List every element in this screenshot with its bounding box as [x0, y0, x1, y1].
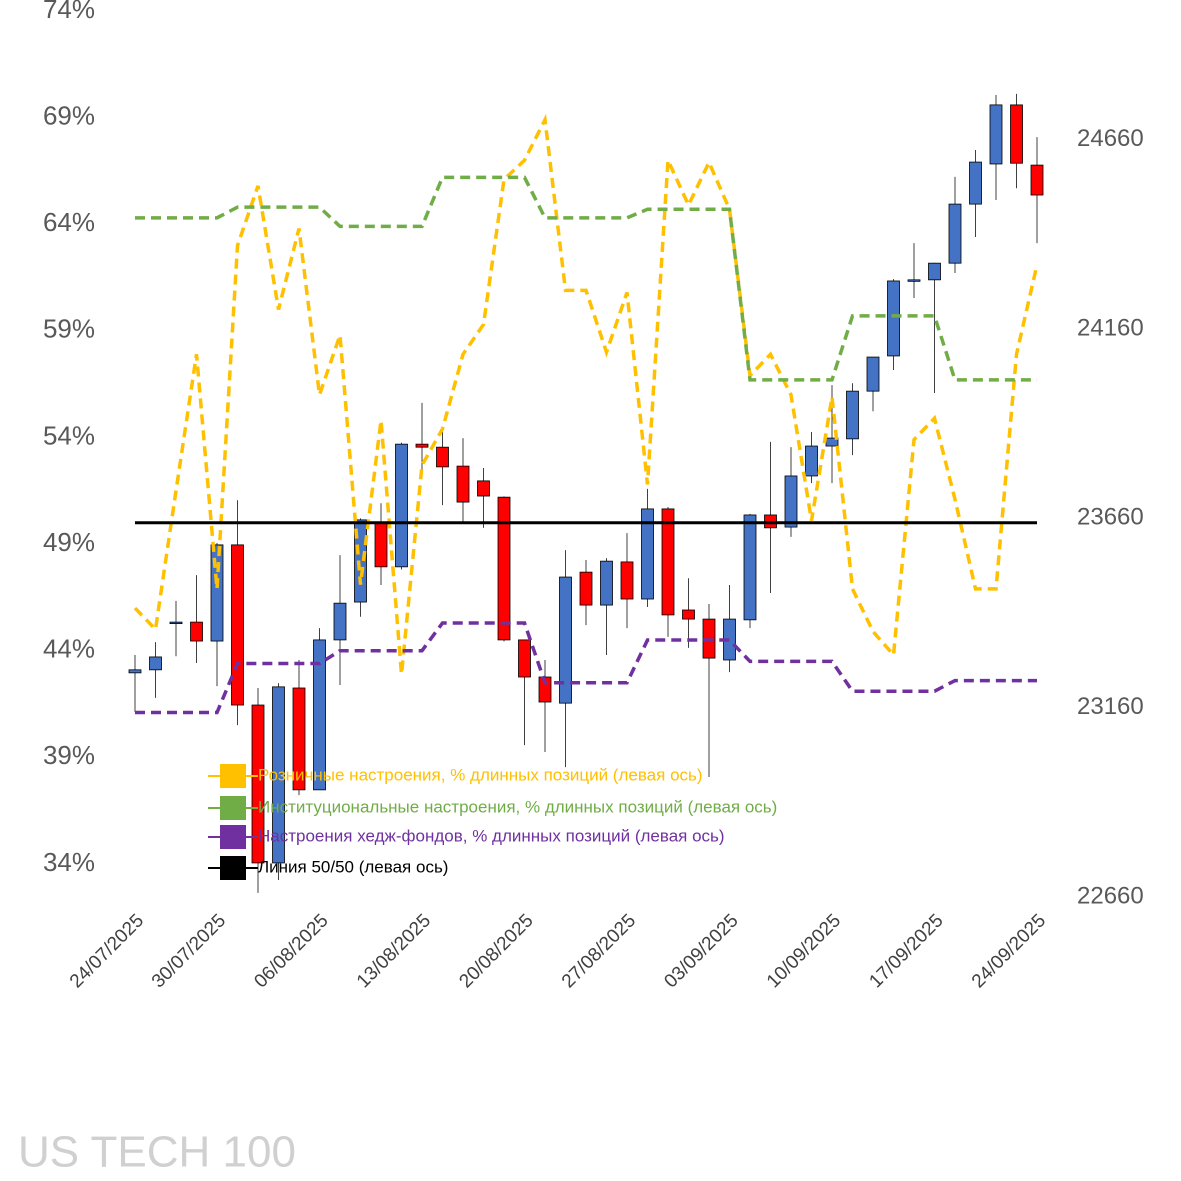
legend-swatch [220, 764, 246, 788]
candle-body [354, 519, 367, 603]
y-tick-label: 44% [43, 634, 95, 664]
candle-body [415, 443, 429, 448]
x-tick-label: 24/07/2025 [66, 910, 148, 992]
legend-label: Институциональные настроения, % длинных … [258, 797, 777, 816]
y2-tick-label: 23660 [1077, 504, 1144, 531]
candle-body [579, 571, 593, 606]
candle-body [559, 576, 572, 704]
candle-body [251, 704, 265, 864]
x-tick-label: 30/07/2025 [148, 910, 230, 992]
y2-tick-label: 23160 [1077, 693, 1144, 720]
candle-body [743, 514, 757, 621]
candle-body [190, 621, 203, 642]
candle-body [969, 161, 982, 205]
candle-body [231, 544, 244, 706]
x-tick-label: 17/09/2025 [865, 910, 947, 992]
candle-body [866, 356, 880, 392]
candle-body [477, 480, 490, 497]
y-tick-label: 74% [43, 0, 95, 24]
candle-body [333, 602, 347, 641]
legend-label: Розничные настроения, % длинных позиций … [258, 765, 703, 784]
series-line [133, 113, 1039, 675]
legend-swatch [220, 796, 246, 820]
legend-swatch [220, 825, 246, 849]
x-tick-label: 20/08/2025 [455, 910, 537, 992]
y2-tick-label: 22660 [1077, 882, 1144, 909]
candle-body [128, 669, 142, 674]
y-tick-label: 49% [43, 527, 95, 557]
candle-body [620, 561, 634, 600]
candle-body [169, 621, 183, 625]
x-tick-label: 03/09/2025 [660, 910, 742, 992]
candle-body [272, 686, 285, 864]
candle-body [682, 609, 695, 620]
candle-body [497, 496, 511, 641]
candle-body [210, 544, 224, 642]
candle-body [907, 279, 921, 282]
y-tick-label: 59% [43, 314, 95, 344]
chart-title: US TECH 100 [18, 1128, 296, 1177]
y-tick-label: 64% [43, 207, 95, 237]
series-line [135, 621, 1037, 715]
candle-body [292, 687, 306, 791]
candle-body [846, 390, 859, 440]
candle-body [1010, 104, 1023, 164]
candle-body [641, 508, 654, 600]
candle-body [456, 465, 470, 503]
candle-body [395, 443, 408, 568]
y-tick-label: 39% [43, 740, 95, 770]
candle-body [805, 445, 818, 477]
candle-body [313, 639, 326, 791]
candle-body [374, 522, 388, 568]
candle-body [1030, 164, 1044, 196]
candle-body [600, 560, 613, 606]
x-tick-label: 10/09/2025 [763, 910, 845, 992]
x-tick-label: 06/08/2025 [250, 910, 332, 992]
candle-body [784, 475, 798, 528]
legend-label: Линия 50/50 (левая ось) [258, 857, 448, 876]
candle-body [989, 104, 1003, 165]
y-tick-label: 69% [43, 100, 95, 130]
candle-body [518, 639, 531, 678]
legend-label: Настроения хедж-фондов, % длинных позици… [258, 826, 725, 845]
candle-body [948, 203, 962, 264]
candle-body [928, 262, 941, 281]
y-tick-label: 54% [43, 420, 95, 450]
candle-body [436, 446, 449, 468]
y2-tick-label: 24160 [1077, 314, 1144, 341]
series-line [135, 175, 1037, 382]
y-tick-label: 34% [43, 847, 95, 877]
x-tick-label: 27/08/2025 [558, 910, 640, 992]
x-tick-label: 24/09/2025 [968, 910, 1050, 992]
x-tick-label: 13/08/2025 [353, 910, 435, 992]
y2-tick-label: 24660 [1077, 125, 1144, 152]
legend-swatch [220, 856, 246, 880]
candle-body [149, 656, 162, 671]
candle-body [661, 508, 675, 616]
candle-body [887, 280, 900, 357]
